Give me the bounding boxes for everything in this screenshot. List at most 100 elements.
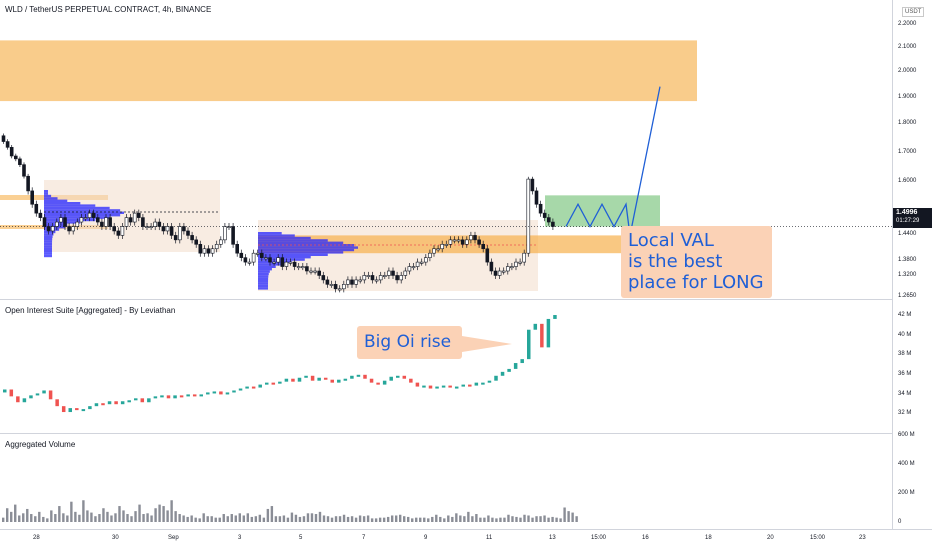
time-tick: 9 [424, 535, 428, 541]
profile-bar [44, 211, 124, 214]
time-tick: 18 [705, 535, 712, 541]
volume-bar [178, 514, 181, 522]
volume-bar [419, 517, 422, 522]
candle-body [210, 248, 215, 254]
candle-body [75, 221, 80, 227]
oi-bar [323, 377, 328, 380]
candle-body [128, 217, 133, 223]
time-tick: 30 [112, 535, 119, 541]
profile-bar [44, 238, 53, 241]
volume-bar [394, 515, 398, 522]
candle-body [264, 257, 268, 260]
volume-bar [14, 504, 17, 522]
symbol-title: WLD / TetherUS PERPETUAL CONTRACT, 4h, B… [5, 5, 212, 14]
candle-body [292, 261, 297, 267]
last-price-value: 1.4996 [896, 209, 918, 216]
volume-bar [439, 516, 442, 522]
candle-body [276, 257, 281, 263]
volume-bar [278, 516, 282, 522]
volume-bar [475, 514, 478, 522]
candle-body [485, 248, 490, 263]
volume-bar [210, 516, 213, 522]
oi-bar [238, 388, 243, 391]
volume-bar [298, 516, 302, 522]
candle-body [432, 248, 436, 254]
volume-bar [386, 516, 390, 522]
volume-bar [122, 510, 125, 522]
volume-bar [266, 508, 270, 522]
volume-bar [559, 518, 562, 522]
time-tick: 11 [486, 535, 493, 541]
oi-bar [474, 382, 479, 386]
candle-body [481, 244, 486, 250]
oi-bar [160, 395, 164, 398]
currency-badge[interactable]: USDT [902, 7, 925, 17]
candle-body [415, 261, 420, 267]
oi-bar [88, 406, 92, 410]
candle-body [30, 190, 35, 205]
oi-bar [382, 380, 387, 385]
candle-body [46, 226, 51, 232]
volume-bar [435, 514, 438, 522]
volume-bar [38, 511, 41, 522]
candle-body [243, 257, 248, 263]
oi-bar [22, 398, 27, 403]
candle-body [518, 261, 522, 264]
candle-body [5, 141, 10, 148]
oi-bar [251, 386, 256, 389]
candle-body [1, 135, 6, 142]
profile-bar [44, 254, 53, 258]
oi-bar [75, 408, 79, 411]
volume-bar [42, 516, 45, 522]
candle-body [173, 235, 178, 241]
candle-body [235, 244, 239, 254]
profile-bar [44, 204, 96, 207]
candle-body [190, 235, 194, 241]
candle-body [141, 217, 145, 227]
candle-body [91, 212, 96, 218]
volume-bar [423, 517, 426, 522]
time-tick: 15:00 [591, 535, 607, 541]
volume-bar [238, 513, 241, 522]
volume-bar [467, 511, 470, 522]
profile-bar [258, 277, 269, 280]
candle-body [317, 270, 322, 276]
volume-bar [302, 516, 306, 522]
profile-bar [44, 252, 53, 255]
profile-bar [44, 240, 53, 243]
profile-bar [44, 250, 53, 253]
candle-body [452, 239, 457, 242]
candle-body [374, 279, 379, 282]
candle-body [366, 275, 371, 277]
oi-bar [481, 382, 485, 385]
volume-bar [382, 517, 386, 522]
volume-bar [222, 514, 225, 522]
oi-bar [278, 381, 282, 384]
volume-bar [6, 508, 9, 522]
local-val-callout: Local VAL is the best place for LONG [621, 226, 772, 298]
candle-body [83, 217, 88, 220]
profile-bar [258, 282, 269, 285]
oi-tick: 38 M [898, 351, 912, 357]
candle-body [530, 178, 535, 192]
candle-body [419, 261, 424, 264]
volume-bar [555, 517, 558, 522]
oi-bar [271, 382, 276, 385]
oi-tick: 36 M [898, 371, 912, 377]
big-oi-text: Big Oi rise [364, 332, 452, 352]
candle-body [153, 221, 157, 227]
volume-bar [322, 515, 326, 522]
candle-body [407, 266, 412, 272]
candle-body [214, 244, 219, 250]
oi-bar [147, 398, 151, 403]
oi-tick: 42 M [898, 312, 912, 318]
volume-bar [270, 506, 274, 522]
volume-bar [306, 513, 310, 522]
candle-body [313, 270, 317, 273]
time-tick: 3 [238, 535, 242, 541]
price-tick: 1.8000 [898, 120, 917, 126]
volume-bar [206, 516, 209, 522]
profile-bar [258, 236, 311, 240]
oi-bar [42, 390, 46, 394]
